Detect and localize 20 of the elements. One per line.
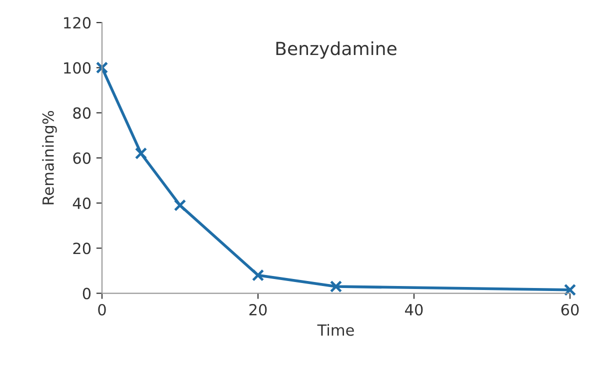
point xyxy=(564,284,576,296)
y-tick-label: 60 xyxy=(73,152,91,164)
y-tick-label: 0 xyxy=(82,288,91,300)
y-tick-label: 80 xyxy=(73,107,91,119)
x-tick-label: 40 xyxy=(405,304,423,316)
point xyxy=(330,280,342,293)
x-axis-title: Time xyxy=(317,324,354,336)
y-axis-title: Remaining% xyxy=(42,110,57,204)
text: Benzydamine xyxy=(276,41,396,59)
x-tick-label: 60 xyxy=(561,304,579,316)
y-tick-label: 40 xyxy=(72,198,91,210)
point xyxy=(174,199,186,212)
point xyxy=(252,269,264,282)
y-tick-label: 20 xyxy=(73,242,91,254)
x-tick-label: 0 xyxy=(98,304,106,316)
point xyxy=(96,62,108,74)
point xyxy=(134,147,148,160)
x-tick-label: 20 xyxy=(249,304,267,316)
y-tick-label: 120 xyxy=(64,17,91,29)
y-tick-label: 100 xyxy=(64,62,91,74)
